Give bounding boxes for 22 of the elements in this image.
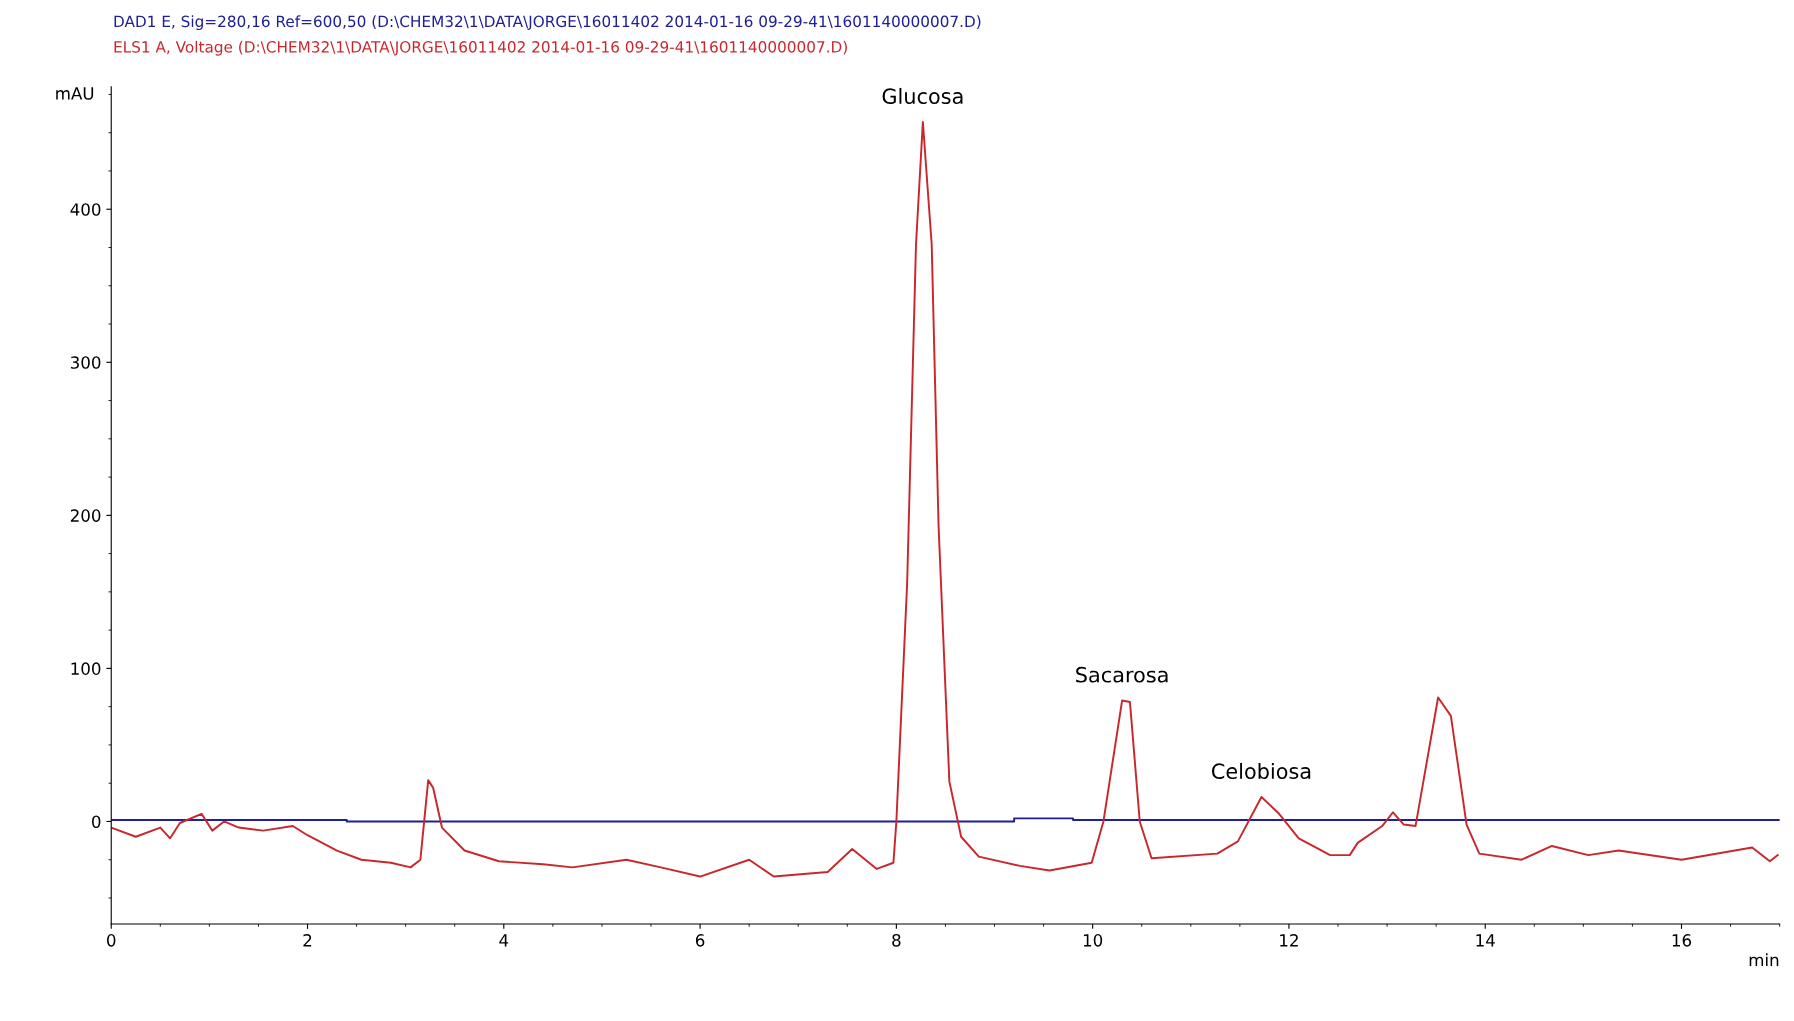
x-tick-label: 12 <box>1280 934 1298 947</box>
x-tick-label: 10 <box>1083 934 1103 947</box>
text: DAD1 E, Sig=280,16 Ref=600,50 (D:\CHEM32\1\DATA\JORGE\16011402 2014-01-16 09-29-41\1601140000007.D) <box>114 15 981 31</box>
x-tick-label: 4 <box>499 934 509 947</box>
y-tick-label: 0 <box>92 815 101 829</box>
y-tick-label: 100 <box>71 662 101 675</box>
x-tick-label: 16 <box>1672 934 1692 947</box>
annotation: Glucosa <box>882 87 963 105</box>
annotation: Celobiosa <box>1211 762 1311 780</box>
x-tick-label: 8 <box>892 934 901 947</box>
y-tick-label: 400 <box>70 203 101 216</box>
x-tick-label: 0 <box>107 934 116 947</box>
x-tick-label: 6 <box>695 934 705 947</box>
y-axis-title: mAU <box>56 87 94 100</box>
text: ELS1 A, Voltage (D:\CHEM32\1\DATA\JORGE\16011402 2014-01-16 09-29-41\1601140000007.D) <box>114 40 847 56</box>
x-tick-label: 2 <box>303 934 312 947</box>
x-tick-label: 14 <box>1476 934 1495 947</box>
x-axis-title: min <box>1749 953 1779 966</box>
annotation: Sacarosa <box>1076 666 1168 683</box>
line-series <box>111 121 1779 878</box>
y-tick-label: 200 <box>70 509 101 522</box>
y-tick-label: 300 <box>70 356 101 369</box>
